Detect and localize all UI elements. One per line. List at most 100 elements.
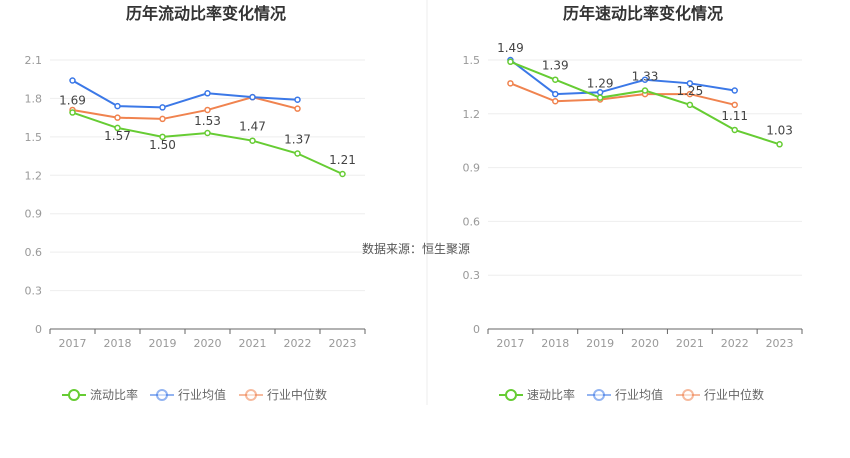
legend-label: 行业均值 (178, 387, 226, 402)
data-label: 1.11 (721, 109, 748, 123)
legend-marker (156, 389, 168, 401)
legend-marker (245, 389, 257, 401)
chart-panel-2: 历年速动比率变化情况 0 0.3 0.6 0.9 1.2 1.5 2017 2018 2019 20… (463, 4, 803, 402)
data-point (204, 129, 211, 137)
legend-item: 行业均值 (150, 387, 226, 402)
data-label: 1.39 (542, 59, 569, 73)
data-point (114, 114, 121, 121)
y-tick-label: 0.9 (463, 162, 481, 175)
data-label: 1.53 (194, 114, 221, 128)
chart-title: 历年流动比率变化情况 (126, 4, 286, 23)
data-label: 1.21 (329, 153, 356, 167)
y-tick-label: 0.9 (25, 208, 43, 221)
data-label: 1.25 (676, 84, 703, 98)
data-point (552, 97, 559, 105)
x-tick-label: 2022 (284, 337, 312, 350)
data-point (249, 93, 256, 101)
data-label: 1.03 (766, 123, 793, 137)
data-point (294, 96, 301, 103)
data-point (686, 90, 694, 98)
legend-marker (505, 389, 517, 401)
data-point (69, 77, 76, 84)
data-label: 1.33 (632, 69, 659, 83)
y-tick-label: 1.2 (463, 108, 481, 121)
x-tick-label: 2017 (496, 337, 524, 350)
data-point (507, 58, 514, 66)
data-point (249, 137, 256, 144)
data-point (69, 109, 76, 116)
legend-marker (593, 389, 605, 401)
data-point (641, 87, 649, 94)
data-point (114, 124, 121, 132)
x-tick-label: 2019 (586, 337, 614, 350)
y-tick-label: 0.3 (463, 269, 481, 282)
x-tick-label: 2018 (104, 337, 132, 350)
data-point (596, 94, 604, 101)
data-point (686, 80, 694, 87)
data-point (204, 106, 211, 114)
x-tick-label: 2018 (541, 337, 569, 350)
y-tick-label: 0 (473, 323, 480, 336)
data-point (294, 150, 301, 157)
data-point (776, 141, 783, 148)
legend-label: 行业中位数 (267, 387, 327, 402)
data-point (159, 115, 166, 123)
x-tick-label: 2020 (631, 337, 659, 350)
y-tick-label: 0.6 (25, 246, 43, 259)
data-label: 1.47 (239, 120, 266, 134)
data-point (731, 87, 738, 94)
data-label: 1.37 (284, 133, 311, 147)
data-point (731, 101, 738, 109)
data-point (641, 76, 649, 83)
y-tick-label: 0.6 (463, 215, 481, 228)
data-point (686, 101, 694, 109)
data-point (204, 90, 211, 97)
legend-item: 行业中位数 (676, 387, 764, 402)
y-tick-label: 1.2 (25, 169, 43, 182)
legend-label: 速动比率 (527, 387, 575, 402)
x-tick-label: 2021 (676, 337, 704, 350)
x-tick-label: 2021 (239, 337, 267, 350)
legend-item: 速动比率 (499, 387, 575, 402)
series-line-3 (72, 96, 298, 120)
x-tick-label: 2020 (194, 337, 222, 350)
legend-marker (682, 389, 694, 401)
chart-panel-1: 历年流动比率变化情况 0 0.3 0.6 0.9 1.2 1.5 1.8 2.1 2017 2018… (25, 4, 366, 402)
data-point (731, 126, 738, 134)
x-tick-label: 2017 (59, 337, 87, 350)
series-line-2 (509, 59, 735, 96)
data-label: 1.49 (497, 41, 524, 55)
data-label: 1.69 (59, 94, 86, 108)
series-line-3 (510, 82, 735, 106)
data-point (159, 104, 166, 111)
data-point (552, 90, 559, 98)
y-tick-label: 1.5 (25, 131, 43, 144)
y-tick-label: 2.1 (25, 54, 43, 67)
chart-title: 历年速动比率变化情况 (563, 4, 723, 23)
y-tick-label: 0 (35, 323, 42, 336)
legend-label: 行业中位数 (704, 387, 764, 402)
data-label: 1.29 (587, 77, 614, 91)
data-point (159, 133, 166, 141)
x-tick-label: 2022 (721, 337, 749, 350)
data-label: 1.50 (149, 138, 176, 152)
data-point (114, 102, 121, 110)
data-point (294, 105, 301, 112)
legend-marker (68, 389, 80, 401)
data-point (339, 170, 346, 178)
legend-label: 行业均值 (615, 387, 663, 402)
data-point (507, 80, 514, 87)
x-tick-label: 2019 (149, 337, 177, 350)
y-tick-label: 0.3 (25, 285, 43, 298)
series-line-2 (72, 79, 298, 109)
legend-item: 流动比率 (62, 387, 138, 402)
legend-item: 行业均值 (587, 387, 663, 402)
data-label: 1.57 (104, 129, 131, 143)
legend-label: 流动比率 (90, 387, 138, 402)
x-tick-label: 2023 (329, 337, 357, 350)
data-point (552, 76, 559, 83)
legend-item: 行业中位数 (239, 387, 327, 402)
y-tick-label: 1.8 (25, 92, 43, 105)
y-tick-label: 1.5 (463, 54, 481, 67)
